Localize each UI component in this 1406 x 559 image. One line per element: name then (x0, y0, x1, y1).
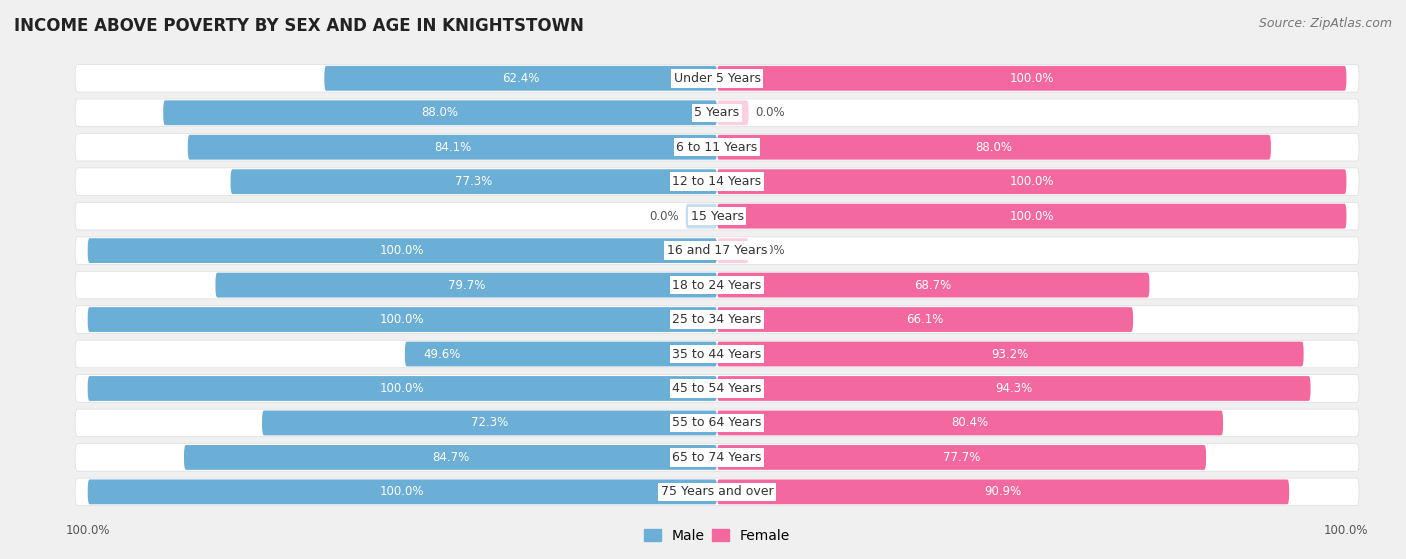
FancyBboxPatch shape (717, 445, 1206, 470)
Text: INCOME ABOVE POVERTY BY SEX AND AGE IN KNIGHTSTOWN: INCOME ABOVE POVERTY BY SEX AND AGE IN K… (14, 17, 583, 35)
FancyBboxPatch shape (262, 410, 717, 435)
Text: 5 Years: 5 Years (695, 106, 740, 119)
FancyBboxPatch shape (75, 64, 1360, 92)
FancyBboxPatch shape (75, 168, 1360, 196)
Text: 100.0%: 100.0% (380, 244, 425, 257)
FancyBboxPatch shape (87, 238, 717, 263)
Text: 100.0%: 100.0% (1010, 210, 1054, 222)
FancyBboxPatch shape (717, 203, 1347, 229)
Text: Source: ZipAtlas.com: Source: ZipAtlas.com (1258, 17, 1392, 30)
FancyBboxPatch shape (717, 342, 1303, 367)
Text: 84.1%: 84.1% (434, 141, 471, 154)
FancyBboxPatch shape (717, 307, 1133, 332)
Text: 79.7%: 79.7% (447, 278, 485, 292)
FancyBboxPatch shape (717, 169, 1347, 194)
Text: 16 and 17 Years: 16 and 17 Years (666, 244, 768, 257)
Legend: Male, Female: Male, Female (638, 523, 796, 548)
FancyBboxPatch shape (75, 134, 1360, 161)
Text: 88.0%: 88.0% (422, 106, 458, 119)
FancyBboxPatch shape (75, 271, 1360, 299)
Text: Under 5 Years: Under 5 Years (673, 72, 761, 85)
Text: 94.3%: 94.3% (995, 382, 1032, 395)
FancyBboxPatch shape (717, 273, 1150, 297)
Text: 62.4%: 62.4% (502, 72, 540, 85)
Text: 77.3%: 77.3% (456, 175, 492, 188)
FancyBboxPatch shape (87, 376, 717, 401)
Text: 100.0%: 100.0% (380, 382, 425, 395)
FancyBboxPatch shape (75, 237, 1360, 264)
Text: 77.7%: 77.7% (943, 451, 980, 464)
Text: 88.0%: 88.0% (976, 141, 1012, 154)
Text: 0.0%: 0.0% (755, 106, 785, 119)
FancyBboxPatch shape (184, 445, 717, 470)
FancyBboxPatch shape (717, 410, 1223, 435)
FancyBboxPatch shape (325, 66, 717, 91)
Text: 0.0%: 0.0% (650, 210, 679, 222)
FancyBboxPatch shape (405, 342, 717, 367)
Text: 35 to 44 Years: 35 to 44 Years (672, 348, 762, 361)
Text: 100.0%: 100.0% (1010, 72, 1054, 85)
FancyBboxPatch shape (75, 306, 1360, 333)
Text: 100.0%: 100.0% (1010, 175, 1054, 188)
FancyBboxPatch shape (231, 169, 717, 194)
FancyBboxPatch shape (75, 202, 1360, 230)
Text: 6 to 11 Years: 6 to 11 Years (676, 141, 758, 154)
Text: 18 to 24 Years: 18 to 24 Years (672, 278, 762, 292)
FancyBboxPatch shape (163, 101, 717, 125)
FancyBboxPatch shape (717, 101, 748, 125)
FancyBboxPatch shape (717, 135, 1271, 160)
FancyBboxPatch shape (75, 375, 1360, 402)
Text: 80.4%: 80.4% (952, 416, 988, 429)
FancyBboxPatch shape (686, 203, 717, 229)
Text: 45 to 54 Years: 45 to 54 Years (672, 382, 762, 395)
FancyBboxPatch shape (75, 444, 1360, 471)
FancyBboxPatch shape (215, 273, 717, 297)
Text: 100.0%: 100.0% (380, 313, 425, 326)
Text: 55 to 64 Years: 55 to 64 Years (672, 416, 762, 429)
FancyBboxPatch shape (75, 99, 1360, 126)
FancyBboxPatch shape (717, 376, 1310, 401)
FancyBboxPatch shape (75, 409, 1360, 437)
FancyBboxPatch shape (717, 480, 1289, 504)
FancyBboxPatch shape (75, 478, 1360, 506)
Text: 15 Years: 15 Years (690, 210, 744, 222)
Text: 100.0%: 100.0% (380, 485, 425, 499)
Text: 93.2%: 93.2% (991, 348, 1029, 361)
Text: 72.3%: 72.3% (471, 416, 508, 429)
Text: 84.7%: 84.7% (432, 451, 470, 464)
Text: 75 Years and over: 75 Years and over (661, 485, 773, 499)
Text: 49.6%: 49.6% (423, 348, 461, 361)
Text: 65 to 74 Years: 65 to 74 Years (672, 451, 762, 464)
FancyBboxPatch shape (188, 135, 717, 160)
Text: 90.9%: 90.9% (984, 485, 1022, 499)
FancyBboxPatch shape (717, 66, 1347, 91)
Text: 66.1%: 66.1% (907, 313, 943, 326)
FancyBboxPatch shape (75, 340, 1360, 368)
FancyBboxPatch shape (717, 238, 748, 263)
Text: 12 to 14 Years: 12 to 14 Years (672, 175, 762, 188)
Text: 68.7%: 68.7% (915, 278, 952, 292)
Text: 25 to 34 Years: 25 to 34 Years (672, 313, 762, 326)
FancyBboxPatch shape (87, 307, 717, 332)
FancyBboxPatch shape (87, 480, 717, 504)
Text: 0.0%: 0.0% (755, 244, 785, 257)
